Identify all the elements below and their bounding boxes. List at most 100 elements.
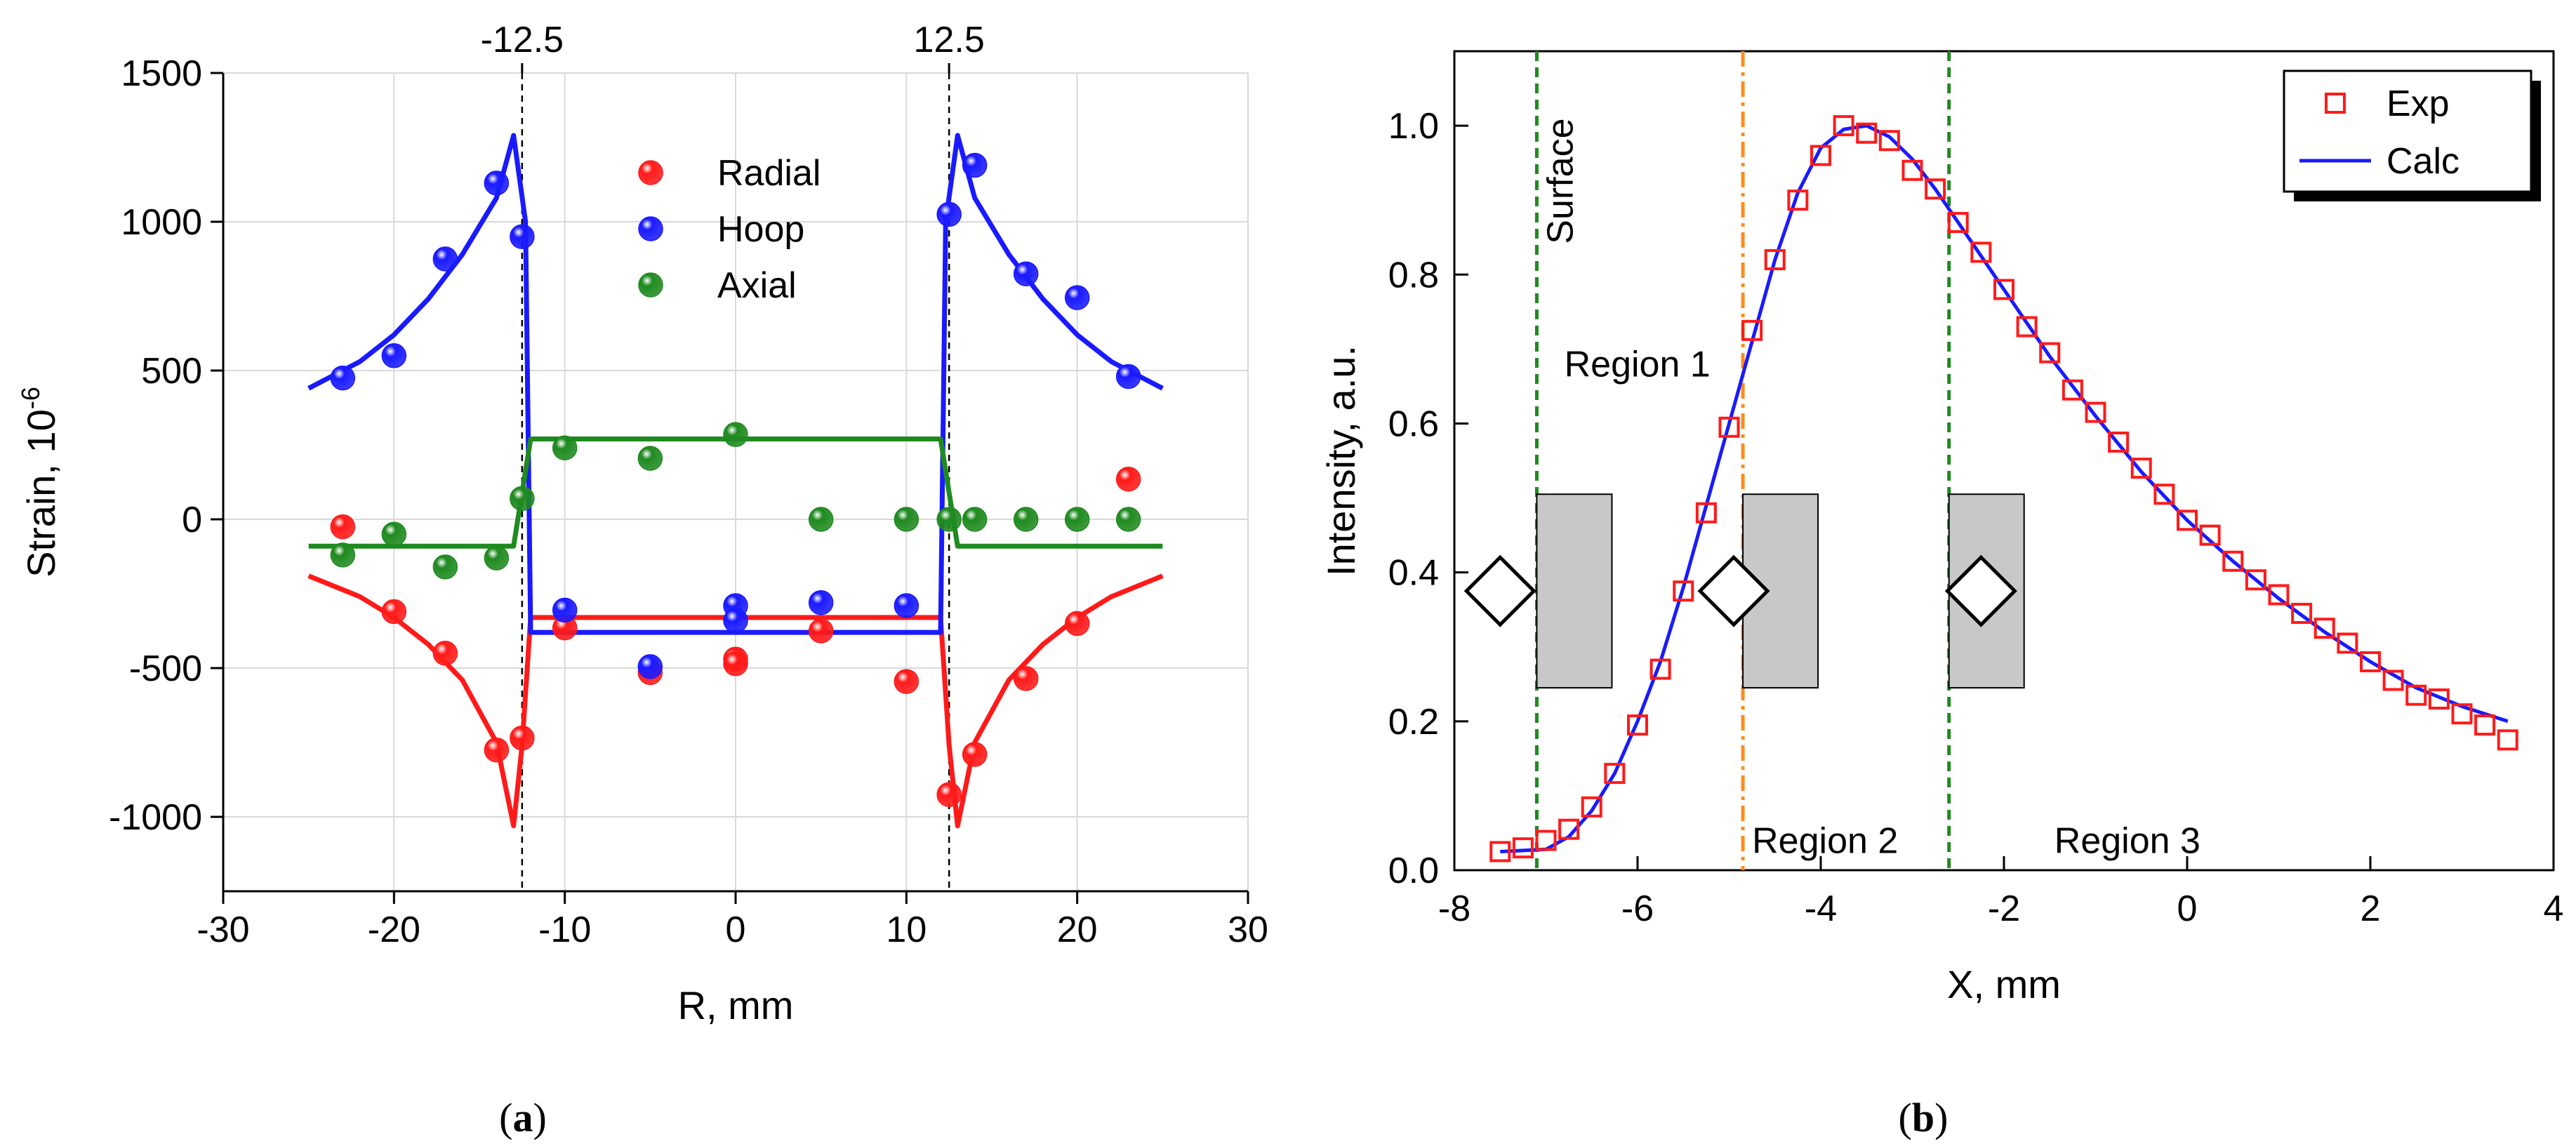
y-tick-label: -1000 bbox=[109, 797, 202, 838]
top-tick-label: 12.5 bbox=[914, 20, 985, 60]
data-point-axial bbox=[1013, 507, 1039, 532]
exp-point bbox=[1901, 159, 1923, 181]
exp-point bbox=[2177, 509, 2198, 531]
diamond-marker bbox=[1944, 554, 2017, 627]
caption-a-label: a bbox=[513, 1095, 533, 1140]
data-point-hoop bbox=[808, 589, 834, 615]
caption-a: (a) bbox=[499, 1095, 547, 1140]
y-axis-label-text: Strain, 10 bbox=[19, 409, 63, 578]
y-tick-label: 0.2 bbox=[1388, 702, 1439, 742]
exp-point bbox=[1673, 580, 1694, 602]
exp-point bbox=[1810, 145, 1831, 166]
annotation-region: Region 3 bbox=[2054, 821, 2200, 862]
y-tick-label: 500 bbox=[141, 351, 202, 392]
data-point-hoop bbox=[1115, 364, 1141, 389]
data-point-axial bbox=[510, 486, 535, 512]
caption-b-label: b bbox=[1912, 1095, 1934, 1140]
exp-point bbox=[1970, 241, 1992, 263]
data-point-radial bbox=[381, 599, 407, 625]
data-point-axial bbox=[330, 542, 356, 568]
legend-label-hoop: Hoop bbox=[717, 209, 804, 250]
exp-point bbox=[1787, 189, 1809, 211]
exp-point bbox=[2497, 729, 2518, 751]
x-tick-label: 0 bbox=[726, 910, 746, 950]
data-point-hoop bbox=[723, 608, 748, 633]
x-tick-label: 4 bbox=[2544, 888, 2564, 929]
x-axis-label: R, mm bbox=[678, 983, 794, 1027]
exp-point bbox=[1604, 763, 1626, 785]
exp-point bbox=[1764, 249, 1786, 271]
caption-b: (b) bbox=[1899, 1095, 1948, 1140]
x-tick-label: 30 bbox=[1228, 910, 1268, 950]
data-point-axial bbox=[552, 435, 578, 460]
exp-point bbox=[1878, 130, 1900, 152]
exp-point bbox=[1856, 122, 1878, 144]
data-point-axial bbox=[381, 521, 407, 547]
exp-point bbox=[2360, 651, 2381, 672]
data-point-axial bbox=[936, 507, 962, 532]
diamond-marker bbox=[1463, 554, 1536, 627]
exp-point bbox=[2016, 316, 2038, 338]
exp-point bbox=[1695, 502, 1717, 524]
x-tick-label: -6 bbox=[1621, 888, 1654, 929]
data-point-axial bbox=[808, 507, 834, 532]
exp-point bbox=[1535, 829, 1557, 851]
y-tick-label: 1000 bbox=[121, 202, 202, 243]
panel-b: -8 -6 -4 -2 0 2 4 0.0 0.2 0.4 0.6 0.8 1.0 X, mm Intens… bbox=[1319, 50, 2564, 1006]
exp-point bbox=[2291, 602, 2313, 624]
top-tick-label: -12.5 bbox=[481, 20, 564, 60]
data-point-hoop bbox=[484, 171, 510, 196]
exp-point bbox=[1947, 212, 1969, 234]
y-tick-label: 0 bbox=[182, 500, 202, 540]
x-tick-label: -2 bbox=[1988, 888, 2020, 929]
x-tick-label: -8 bbox=[1438, 888, 1470, 929]
legend-marker-exp bbox=[2325, 93, 2346, 114]
data-point-axial bbox=[432, 554, 458, 580]
y-axis-label: Intensity, a.u. bbox=[1319, 345, 1363, 576]
data-point-hoop bbox=[637, 654, 663, 679]
data-point-hoop bbox=[381, 343, 407, 368]
exp-point bbox=[1833, 115, 1854, 137]
data-point-radial bbox=[808, 618, 834, 644]
data-point-radial bbox=[1064, 611, 1090, 637]
data-point-radial bbox=[484, 737, 510, 763]
data-point-hoop bbox=[330, 365, 356, 391]
y-tick-label: 0.8 bbox=[1388, 255, 1439, 295]
exp-point bbox=[2382, 669, 2404, 691]
legend-label-calc: Calc bbox=[2386, 141, 2459, 182]
data-point-radial bbox=[723, 651, 748, 677]
exp-point bbox=[2222, 550, 2244, 572]
legend-marker-radial bbox=[638, 160, 663, 185]
legend-label-radial: Radial bbox=[717, 153, 821, 194]
x-tick-label: -20 bbox=[368, 910, 420, 950]
data-point-hoop bbox=[1064, 285, 1090, 310]
exp-point bbox=[2451, 703, 2473, 725]
x-tick-label: 20 bbox=[1057, 910, 1098, 950]
y-axis-label: Strain, 10-6 bbox=[16, 387, 63, 578]
exp-point bbox=[2153, 484, 2175, 505]
annotation-region: Region 2 bbox=[1752, 821, 1898, 862]
legend-label-axial: Axial bbox=[717, 265, 797, 306]
data-point-hoop bbox=[962, 152, 988, 178]
data-point-radial bbox=[330, 514, 356, 540]
exp-point bbox=[2199, 524, 2221, 546]
y-tick-label: 0.6 bbox=[1388, 404, 1439, 444]
x-tick-label: -10 bbox=[538, 910, 591, 950]
exp-point bbox=[2337, 632, 2358, 654]
exp-point bbox=[2062, 379, 2083, 401]
data-point-hoop bbox=[936, 201, 962, 227]
y-tick-label: 1.0 bbox=[1388, 106, 1439, 147]
data-point-radial bbox=[962, 742, 988, 767]
data-point-radial bbox=[510, 725, 535, 751]
exp-point bbox=[1512, 837, 1534, 859]
data-point-axial bbox=[894, 507, 919, 532]
legend-box bbox=[2283, 69, 2532, 193]
x-tick-label: 10 bbox=[886, 910, 927, 950]
exp-point bbox=[1993, 279, 2014, 300]
data-point-hoop bbox=[552, 597, 578, 623]
x-tick-label: -30 bbox=[197, 910, 249, 950]
exp-point bbox=[1489, 841, 1511, 862]
gauge-volume-box bbox=[1536, 493, 1613, 689]
diamond-marker bbox=[1697, 554, 1770, 627]
data-point-hoop bbox=[894, 593, 919, 618]
